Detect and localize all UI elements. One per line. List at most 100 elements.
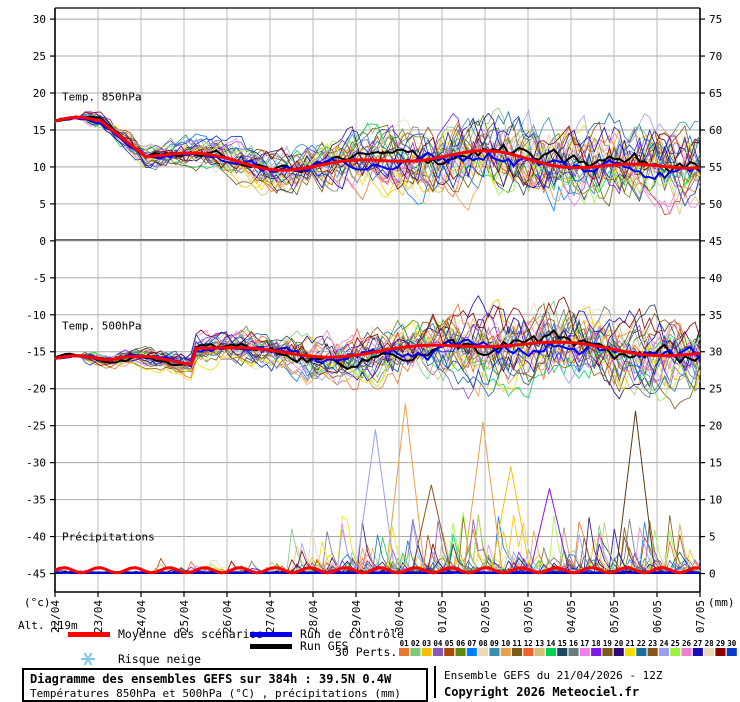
legend-mean-label: Moyenne des scénarios [118, 627, 263, 641]
panel-label-850: Temp. 850hPa [62, 90, 141, 103]
pert-swatch-18[interactable] [591, 648, 602, 656]
x-tick-label: 04/05 [565, 600, 578, 633]
pert-swatch-22[interactable] [636, 648, 647, 656]
perturbation-swatches: 01 02 03 04 05 06 07 08 09 10 11 12 13 14 15 16 17 18 19 20… [399, 639, 737, 656]
pert-swatch-30[interactable] [726, 648, 737, 656]
ensemble-member-500 [55, 318, 701, 373]
pert-swatch-21[interactable] [625, 648, 636, 656]
pert-swatch-13[interactable] [534, 648, 545, 656]
pert-swatch-25[interactable] [670, 648, 681, 656]
pert-swatch-06[interactable] [455, 648, 466, 656]
ensemble-member-850 [54, 116, 701, 198]
pert-number-20: 20 [614, 639, 624, 648]
ensemble-member-500 [54, 301, 701, 367]
footer-subtitle: Températures 850hPa et 500hPa (°C) , pré… [30, 687, 401, 700]
y-right-tick-label: 45 [709, 235, 722, 248]
pert-swatch-19[interactable] [602, 648, 613, 656]
pert-number-30: 30 [727, 639, 737, 648]
pert-number-29: 29 [716, 639, 726, 648]
legend-control-swatch [250, 632, 292, 637]
y-left-tick-label: -5 [33, 272, 46, 285]
y-left-tick-label: -25 [26, 420, 46, 433]
pert-swatch-16[interactable] [568, 648, 579, 656]
pert-number-21: 21 [625, 639, 635, 648]
pert-swatch-01[interactable] [399, 648, 410, 656]
ensemble-mean-850 [54, 116, 701, 172]
pert-swatch-28[interactable] [704, 648, 715, 656]
y-left-tick-label: 30 [33, 13, 46, 26]
ensemble-member-500 [54, 320, 701, 394]
pert-swatch-09[interactable] [489, 648, 500, 656]
footer-copyright: Copyright 2026 Meteociel.fr [444, 685, 640, 699]
y-left-tick-label: 0 [39, 235, 46, 248]
panel-temp-850: Temp. 850hPa [54, 90, 701, 216]
x-tick-label: 27/04 [264, 600, 277, 633]
y-right-tick-label: 35 [709, 309, 722, 322]
y-right-tick-label: 75 [709, 13, 722, 26]
pert-number-02: 02 [411, 639, 420, 648]
legend-control-label: Run de contrôle [300, 627, 404, 641]
y-left-tick-label: -10 [26, 309, 46, 322]
x-tick-label: 22/04 [49, 600, 62, 633]
pert-number-22: 22 [637, 639, 646, 648]
pert-number-17: 17 [580, 639, 589, 648]
y-right-tick-label: 20 [709, 420, 722, 433]
pert-swatch-02[interactable] [410, 648, 421, 656]
x-tick-label: 01/05 [436, 600, 449, 633]
x-tick-label: 29/04 [350, 600, 363, 633]
y-left-tick-label: 20 [33, 87, 46, 100]
y-right-tick-label: 60 [709, 124, 722, 137]
y-left-tick-label: -15 [26, 346, 46, 359]
y-left-tick-label: -45 [26, 568, 46, 581]
pert-number-05: 05 [445, 639, 454, 648]
y-right-tick-label: 65 [709, 87, 722, 100]
x-tick-label: 05/05 [608, 600, 621, 633]
legend-snow-label: Risque neige [118, 652, 201, 666]
pert-number-27: 27 [693, 639, 702, 648]
pert-number-13: 13 [535, 639, 545, 648]
ensemble-member-500 [54, 312, 701, 387]
pert-swatch-12[interactable] [523, 648, 534, 656]
x-tick-label: 25/04 [178, 600, 191, 633]
pert-swatch-03[interactable] [421, 648, 432, 656]
x-tick-label: 28/04 [307, 600, 320, 633]
ensemble-member-850 [54, 116, 701, 208]
pert-swatch-15[interactable] [557, 648, 568, 656]
y-right-tick-label: 15 [709, 457, 722, 470]
pert-swatch-27[interactable] [692, 648, 703, 656]
pert-number-03: 03 [422, 639, 432, 648]
pert-swatch-23[interactable] [647, 648, 658, 656]
x-tick-label: 26/04 [221, 600, 234, 633]
pert-swatch-20[interactable] [613, 648, 624, 656]
pert-swatch-26[interactable] [681, 648, 692, 656]
pert-swatch-07[interactable] [466, 648, 477, 656]
pert-swatch-11[interactable] [512, 648, 523, 656]
legend-gfs-label: Run GFS [300, 639, 349, 653]
pert-swatch-08[interactable] [478, 648, 489, 656]
legend: Moyenne des scénarios Run de contrôleRun … [68, 627, 737, 666]
panel-precipitation: Précipitations [54, 403, 701, 575]
y-right-tick-label: 30 [709, 346, 722, 359]
pert-swatch-04[interactable] [432, 648, 443, 656]
footer-title-box: Diagramme des ensembles GEFS sur 384h : … [22, 668, 428, 702]
pert-number-28: 28 [705, 639, 715, 648]
pert-number-15: 15 [558, 639, 567, 648]
pert-swatch-29[interactable] [715, 648, 726, 656]
pert-swatch-10[interactable] [500, 648, 511, 656]
pert-swatch-05[interactable] [444, 648, 455, 656]
grid-lines [54, 8, 701, 592]
y-right-tick-label: 5 [709, 531, 716, 544]
pert-swatch-14[interactable] [545, 648, 556, 656]
pert-swatch-24[interactable] [658, 648, 669, 656]
y-right-tick-label: 50 [709, 198, 722, 211]
y-right-tick-label: 25 [709, 383, 722, 396]
y-right-tick-label: 0 [709, 568, 716, 581]
ensemble-member-500 [54, 296, 701, 374]
pert-number-09: 09 [490, 639, 500, 648]
pert-swatch-17[interactable] [579, 648, 590, 656]
pert-number-07: 07 [467, 639, 476, 648]
y-right-tick-label: 40 [709, 272, 722, 285]
